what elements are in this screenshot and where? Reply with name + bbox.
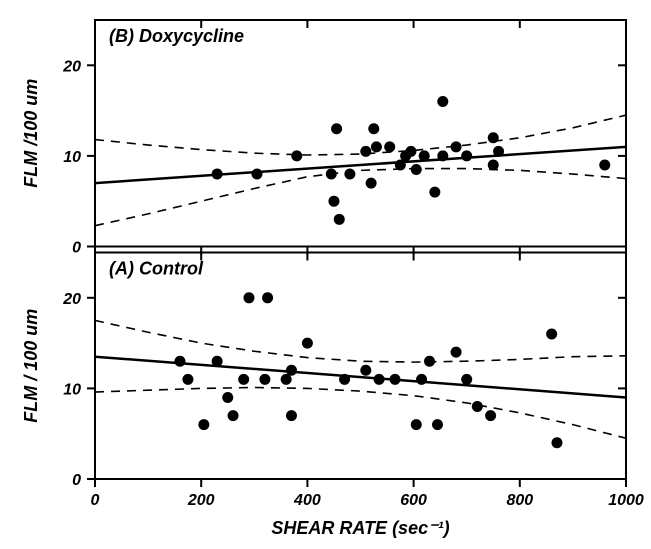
scatter-figure: 01020(B) DoxycyclineFLM /100 um010200200… (0, 0, 651, 549)
data-point (424, 356, 435, 367)
data-point (429, 187, 440, 198)
panel-frame (95, 253, 626, 480)
data-point (328, 196, 339, 207)
x-tick-label: 600 (400, 492, 427, 509)
data-point (212, 169, 223, 180)
ci-upper-curve (95, 115, 626, 155)
panel-title: (A) Control (109, 259, 204, 279)
regression-line (95, 357, 626, 398)
data-point (416, 374, 427, 385)
data-point (371, 141, 382, 152)
data-point (174, 356, 185, 367)
data-point (419, 150, 430, 161)
ci-lower-curve (95, 387, 626, 438)
data-point (411, 164, 422, 175)
data-point (222, 392, 233, 403)
data-point (182, 374, 193, 385)
data-point (405, 146, 416, 157)
data-point (451, 347, 462, 358)
y-tick-label: 20 (62, 291, 81, 308)
y-tick-label: 10 (63, 149, 81, 166)
data-point (251, 169, 262, 180)
x-tick-label: 1000 (608, 492, 644, 509)
data-point (326, 169, 337, 180)
data-point (228, 410, 239, 421)
data-point (366, 178, 377, 189)
data-point (488, 159, 499, 170)
data-point (286, 365, 297, 376)
data-point (411, 419, 422, 430)
x-tick-label: 200 (187, 492, 215, 509)
y-axis-label: FLM /100 um (21, 79, 41, 188)
data-point (360, 146, 371, 157)
data-point (238, 374, 249, 385)
data-point (461, 150, 472, 161)
data-point (374, 374, 385, 385)
data-point (551, 437, 562, 448)
ci-upper-curve (95, 320, 626, 362)
x-tick-label: 400 (293, 492, 321, 509)
data-point (212, 356, 223, 367)
data-point (286, 410, 297, 421)
y-tick-label: 20 (62, 58, 81, 75)
y-tick-label: 10 (63, 381, 81, 398)
data-point (198, 419, 209, 430)
data-point (472, 401, 483, 412)
data-point (368, 123, 379, 134)
x-tick-label: 800 (506, 492, 533, 509)
x-tick-label: 0 (91, 492, 100, 509)
data-point (485, 410, 496, 421)
y-axis-label: FLM / 100 um (21, 309, 41, 423)
data-point (432, 419, 443, 430)
data-point (339, 374, 350, 385)
data-point (259, 374, 270, 385)
data-point (488, 132, 499, 143)
data-point (331, 123, 342, 134)
data-point (451, 141, 462, 152)
data-point (461, 374, 472, 385)
y-tick-label: 0 (72, 472, 81, 489)
data-point (390, 374, 401, 385)
data-point (599, 159, 610, 170)
data-point (493, 146, 504, 157)
data-point (262, 292, 273, 303)
data-point (344, 169, 355, 180)
y-tick-label: 0 (72, 240, 81, 257)
data-point (437, 96, 448, 107)
data-point (384, 141, 395, 152)
data-point (302, 338, 313, 349)
data-point (437, 150, 448, 161)
data-point (334, 214, 345, 225)
x-axis-label: SHEAR RATE (sec⁻¹) (271, 518, 449, 538)
data-point (243, 292, 254, 303)
data-point (291, 150, 302, 161)
panel-title: (B) Doxycycline (109, 26, 244, 46)
data-point (546, 329, 557, 340)
data-point (360, 365, 371, 376)
